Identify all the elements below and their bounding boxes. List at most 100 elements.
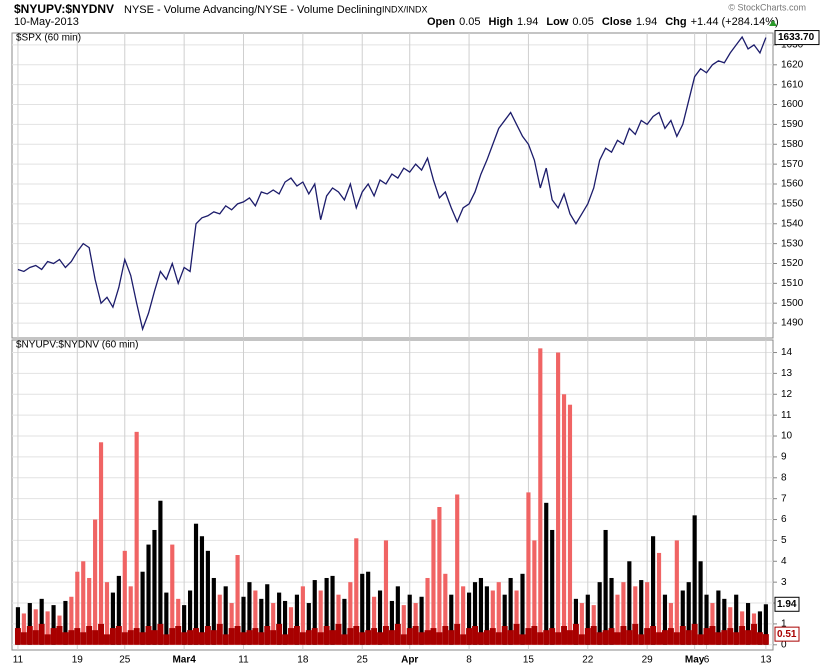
bar [413, 603, 418, 645]
date: 10-May-2013 [14, 16, 79, 28]
bar [430, 628, 437, 645]
bar [134, 431, 139, 645]
bar [188, 590, 193, 645]
bar [259, 598, 264, 645]
bar [656, 632, 662, 645]
bar [573, 598, 579, 645]
bar [597, 582, 602, 645]
bar [210, 630, 217, 645]
x-tick-label: 25 [357, 655, 369, 666]
bar [567, 404, 573, 645]
bar [638, 634, 645, 645]
bar [270, 630, 277, 645]
bar [721, 630, 728, 645]
y-tick-label: 12 [781, 389, 793, 400]
bar [176, 598, 181, 645]
bar [164, 592, 169, 645]
bar [651, 536, 656, 645]
panel-title: $NYUPV:$NYDNV (60 min) [16, 340, 138, 351]
bar [496, 582, 501, 645]
last-value-label: 1.94 [777, 599, 797, 610]
y-tick-label: 1490 [781, 318, 804, 329]
bar [199, 536, 205, 645]
bar [543, 630, 550, 645]
bar [20, 632, 27, 645]
bar [484, 586, 489, 645]
bar [763, 604, 768, 645]
bar [561, 394, 567, 645]
bar [549, 628, 556, 645]
y-tick-label: 1540 [781, 218, 804, 229]
y-tick-label: 8 [781, 472, 787, 483]
x-tick-label: 13 [760, 655, 772, 666]
y-tick-label: 1560 [781, 179, 804, 190]
bar [15, 607, 21, 645]
bar [121, 632, 128, 645]
x-tick-label: 22 [582, 655, 594, 666]
y-tick-label: 11 [781, 410, 792, 421]
up-arrow [769, 20, 777, 26]
bar [366, 571, 371, 645]
bar [241, 596, 246, 645]
bar [63, 600, 68, 645]
bar [455, 494, 460, 645]
bar [347, 628, 354, 645]
bar [431, 519, 436, 645]
bar [360, 573, 365, 645]
price-line [17, 35, 767, 332]
y-tick-label: 9 [781, 452, 787, 463]
bar [193, 628, 199, 645]
bar [146, 544, 151, 645]
bar [627, 561, 632, 645]
x-tick-label: 15 [523, 655, 535, 666]
x-tick-label: 19 [72, 655, 84, 666]
bar [170, 544, 175, 645]
bar [127, 630, 134, 645]
bar [151, 630, 158, 645]
bar [93, 519, 98, 645]
bar [716, 590, 721, 645]
bar [668, 603, 673, 645]
bar [544, 502, 549, 645]
bar [656, 552, 662, 645]
bar [579, 603, 584, 645]
bar [661, 630, 668, 645]
bar [69, 596, 74, 645]
bar [193, 523, 199, 645]
bar [383, 540, 389, 645]
bar [81, 561, 86, 645]
bar [38, 623, 45, 645]
bar [252, 628, 259, 645]
bar [555, 632, 562, 645]
bar [751, 623, 757, 645]
quote-label: High [489, 16, 514, 28]
last-value-box [774, 596, 800, 612]
y-tick-label: 6 [781, 514, 787, 525]
bar [282, 600, 288, 645]
bar [454, 623, 461, 645]
bar [311, 628, 318, 645]
bar [80, 632, 87, 645]
bar [294, 594, 300, 645]
quote-value: 1.94 [636, 16, 657, 28]
bar [698, 561, 703, 645]
bar [169, 628, 176, 645]
bar [341, 634, 348, 645]
bar [300, 586, 305, 645]
quote-label: Close [602, 16, 632, 28]
quote-label: Low [546, 16, 568, 28]
y-tick-label: 1590 [781, 119, 804, 130]
bar [703, 628, 710, 645]
bar [115, 625, 122, 645]
quote: Open 0.05 High 1.94 Low 0.05 Close 1.94 Chg +1.44… [427, 16, 779, 28]
bar [478, 577, 484, 645]
bar [317, 632, 324, 645]
bar [608, 628, 615, 645]
bar [217, 594, 222, 645]
x-tick-label: 25 [119, 655, 131, 666]
quote-value: 0.05 [459, 16, 480, 28]
bar [44, 634, 51, 645]
bar [187, 630, 194, 645]
bar [662, 594, 668, 645]
bar [62, 632, 69, 645]
